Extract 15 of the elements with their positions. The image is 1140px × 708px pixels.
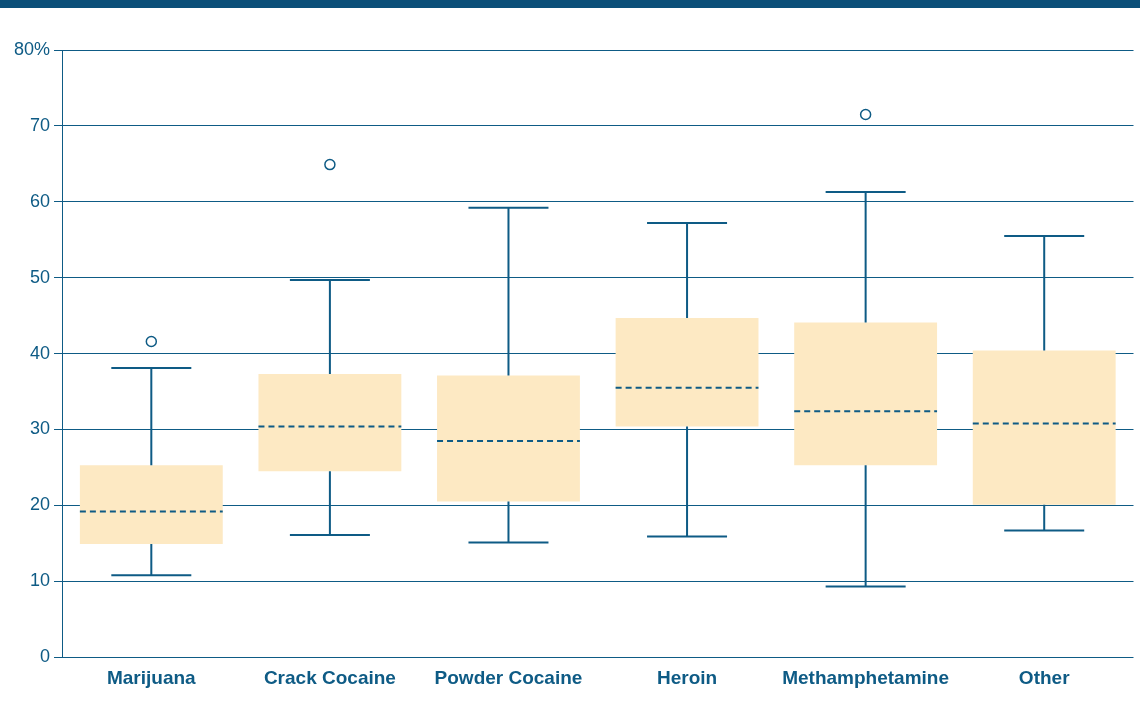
y-tick-label: 60 (30, 190, 51, 211)
x-tick-label: Heroin (656, 666, 718, 688)
y-tick-label: 30 (30, 418, 51, 439)
y-tick-label: 20 (30, 494, 51, 515)
y-tick-label: 10 (30, 570, 51, 591)
x-tick-label: Crack Cocaine (263, 666, 396, 688)
y-tick-label: 80% (14, 38, 51, 59)
x-tick-label: Methamphetamine (782, 666, 950, 688)
y-tick-label: 0 (40, 646, 51, 667)
y-tick-label: 50 (30, 266, 51, 287)
x-tick-label: Powder Cocaine (434, 666, 583, 688)
x-tick-label: Marijuana (106, 666, 197, 688)
y-tick-label: 70 (30, 114, 51, 135)
x-tick-label: Other (1018, 666, 1071, 688)
y-tick-label: 40 (30, 342, 51, 363)
